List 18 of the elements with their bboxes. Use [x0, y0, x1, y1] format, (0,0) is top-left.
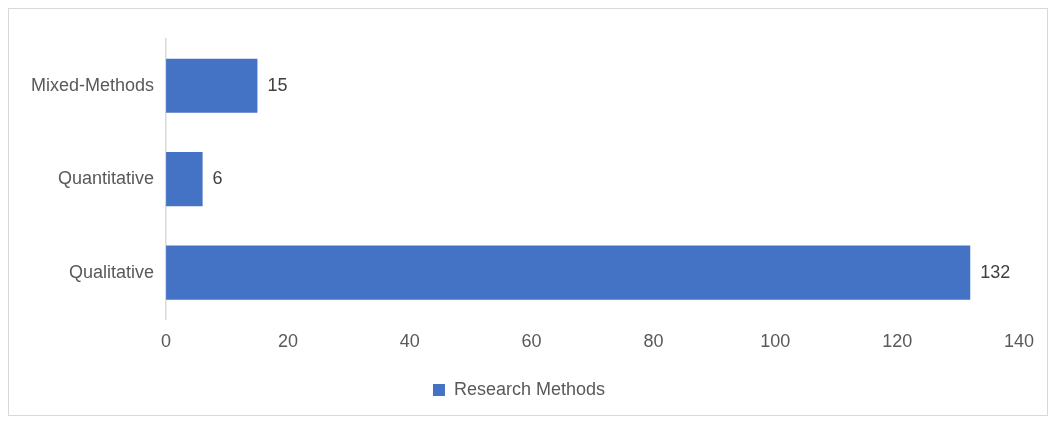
y-tick-label: Mixed-Methods [31, 74, 155, 95]
y-tick-label: Qualitative [69, 261, 155, 282]
x-tick-label: 120 [882, 331, 913, 352]
bar [166, 152, 203, 207]
x-tick-label: 20 [277, 331, 298, 352]
legend-label: Research Methods [453, 378, 606, 399]
x-tick-label: 40 [399, 331, 420, 352]
data-label: 6 [212, 168, 223, 189]
x-tick-label: 140 [1003, 331, 1035, 352]
x-tick-label: 80 [643, 331, 664, 352]
y-tick-label: Quantitative [57, 168, 155, 189]
bar [166, 58, 258, 113]
data-label: 132 [980, 261, 1011, 282]
x-tick-label: 100 [760, 331, 791, 352]
data-label: 15 [267, 74, 288, 95]
x-tick-label: 0 [161, 331, 172, 352]
bar [166, 245, 971, 300]
x-tick-label: 60 [521, 331, 542, 352]
